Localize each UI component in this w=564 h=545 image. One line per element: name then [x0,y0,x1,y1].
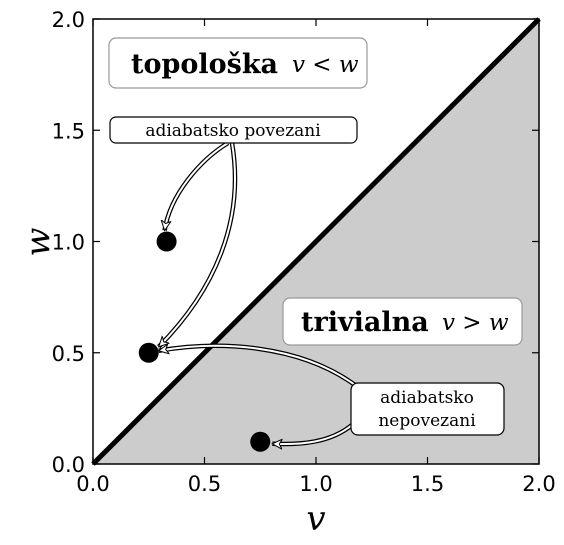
arrow-to-point-1 [165,142,229,231]
x-tick-label: 1.0 [299,472,332,496]
annotation-arrows [157,141,357,444]
region-box [282,297,523,346]
region-label-topological: topološka v < w [108,37,368,89]
y-axis-label: w [18,227,58,256]
data-point [138,342,159,363]
x-tick-label: 1.5 [411,472,444,496]
annotation-text: adiabatsko povezani [145,121,321,141]
region-condition: v > w [442,310,509,336]
arrow-from-box-to-point-2 [159,346,356,386]
x-tick-label: 0.0 [76,472,109,496]
x-tick-label: 2.0 [522,472,555,496]
y-tick-label: 0.5 [52,342,85,366]
annotation-text: nepovezani [378,411,476,431]
annotation-box [109,116,358,144]
region-title: topološka [131,49,278,80]
diagonal-line [91,17,541,466]
arrow-to-point-2 [159,142,236,347]
region-label-trivial: trivialna v > w [282,297,523,346]
y-tick-label: 1.0 [52,231,85,255]
y-tick-label: 1.5 [52,119,85,143]
region-title: trivialna [301,307,429,338]
data-point [156,231,177,252]
x-axis-label: v [306,499,325,539]
data-point [250,431,271,452]
annotation-connected: adiabatsko povezani [109,116,358,144]
annotation-text: adiabatsko [380,388,474,408]
y-tick-label: 0.0 [52,453,85,477]
arrow-from-box-to-point-3 [272,424,353,444]
axis-ticks [92,18,540,465]
annotation-disconnected: adiabatsko nepovezani [350,382,505,436]
y-tick-label: 2.0 [52,8,85,32]
region-condition: v < w [292,52,359,78]
x-tick-label: 0.5 [188,472,221,496]
region-box [108,37,368,89]
annotation-box [350,382,505,436]
